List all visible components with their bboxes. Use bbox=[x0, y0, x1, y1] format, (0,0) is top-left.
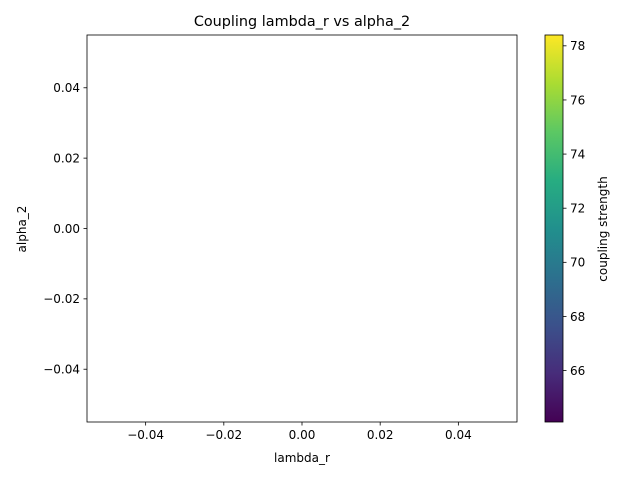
y-tick-label: 0.00 bbox=[53, 222, 80, 236]
y-tick-label: −0.02 bbox=[43, 292, 80, 306]
colorbar-tick-label: 70 bbox=[570, 256, 585, 270]
x-axis-label: lambda_r bbox=[274, 451, 330, 465]
colorbar-tick-label: 78 bbox=[570, 39, 585, 53]
x-tick-label: −0.02 bbox=[205, 428, 242, 442]
colorbar-tick-label: 74 bbox=[570, 147, 585, 161]
plot-area: −0.04 −0.02 0.00 0.02 0.04 −0.04 −0.02 0.00 0.0… bbox=[43, 34, 518, 442]
plot-frame bbox=[86, 34, 518, 423]
x-tick-label: 0.04 bbox=[445, 428, 472, 442]
y-axis-ticks: −0.04 −0.02 0.00 0.02 0.04 bbox=[43, 81, 87, 377]
y-tick-label: −0.04 bbox=[43, 363, 80, 377]
colorbar-tick-label: 72 bbox=[570, 202, 585, 216]
y-axis-label: alpha_2 bbox=[15, 206, 29, 253]
colorbar-tick-label: 76 bbox=[570, 93, 585, 107]
x-tick-label: 0.02 bbox=[367, 428, 394, 442]
colorbar-gradient bbox=[544, 34, 564, 423]
colorbar-label: coupling strength bbox=[596, 176, 610, 281]
colorbar-tick-label: 66 bbox=[570, 364, 585, 378]
y-tick-label: 0.04 bbox=[53, 81, 80, 95]
x-tick-label: 0.00 bbox=[289, 428, 316, 442]
y-tick-label: 0.02 bbox=[53, 151, 80, 165]
x-axis-ticks: −0.04 −0.02 0.00 0.02 0.04 bbox=[127, 422, 472, 442]
x-tick-label: −0.04 bbox=[127, 428, 164, 442]
colorbar: 66 68 70 72 74 76 78 coupling strength bbox=[544, 34, 610, 423]
chart-title: Coupling lambda_r vs alpha_2 bbox=[194, 14, 410, 30]
colorbar-ticks: 66 68 70 72 74 76 78 bbox=[563, 39, 585, 378]
colorbar-tick-label: 68 bbox=[570, 310, 585, 324]
